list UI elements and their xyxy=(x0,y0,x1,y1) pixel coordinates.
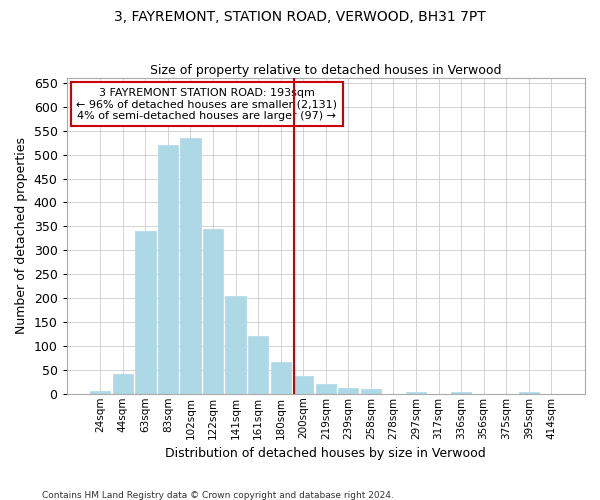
Bar xyxy=(316,384,336,394)
Bar xyxy=(451,392,471,394)
Bar xyxy=(406,392,426,394)
Bar xyxy=(293,376,313,394)
Bar xyxy=(158,145,178,394)
Text: 3, FAYREMONT, STATION ROAD, VERWOOD, BH31 7PT: 3, FAYREMONT, STATION ROAD, VERWOOD, BH3… xyxy=(114,10,486,24)
X-axis label: Distribution of detached houses by size in Verwood: Distribution of detached houses by size … xyxy=(166,447,486,460)
Bar xyxy=(271,362,291,394)
Y-axis label: Number of detached properties: Number of detached properties xyxy=(15,138,28,334)
Title: Size of property relative to detached houses in Verwood: Size of property relative to detached ho… xyxy=(150,64,502,77)
Bar xyxy=(248,336,268,394)
Text: Contains HM Land Registry data © Crown copyright and database right 2024.: Contains HM Land Registry data © Crown c… xyxy=(42,490,394,500)
Bar xyxy=(135,231,155,394)
Bar xyxy=(518,392,539,394)
Bar xyxy=(203,229,223,394)
Bar xyxy=(90,392,110,394)
Bar xyxy=(113,374,133,394)
Bar xyxy=(361,389,381,394)
Bar xyxy=(338,388,358,394)
Bar xyxy=(181,138,200,394)
Bar xyxy=(226,296,246,394)
Text: 3 FAYREMONT STATION ROAD: 193sqm
← 96% of detached houses are smaller (2,131)
4%: 3 FAYREMONT STATION ROAD: 193sqm ← 96% o… xyxy=(76,88,337,121)
